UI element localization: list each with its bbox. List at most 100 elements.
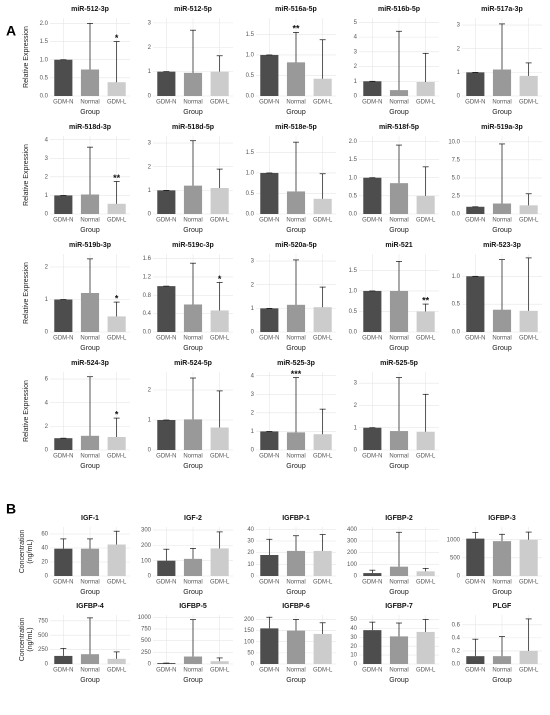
y-tick-label: 0 [45,330,49,336]
x-tick-label: Normal [183,218,202,224]
y-tick-label: 2 [457,46,461,52]
y-tick-label: 20 [350,644,357,650]
y-tick-label: 0.0 [349,330,358,336]
y-tick-label: 0 [45,448,49,454]
x-tick-label: GDM-L [107,100,127,106]
bar [363,177,382,214]
y-tick-label: 1 [251,306,255,312]
x-axis-label: Group [80,463,100,470]
bar [260,54,279,96]
x-axis-label: Group [183,589,203,596]
bar [363,290,382,332]
y-tick-label: 20 [247,550,254,556]
bar [54,548,73,576]
bar [363,573,382,576]
x-tick-label: GDM-N [259,454,279,460]
x-tick-label: Normal [183,336,202,342]
chart-title: IGF-1 [81,515,99,522]
x-tick-label: GDM-L [107,580,127,586]
y-tick-label: 2 [148,45,152,51]
y-tick-label: 3 [148,20,152,26]
chart-title: miR-524-3p [71,360,109,367]
y-tick-label: 1 [354,425,358,431]
bar [313,434,332,450]
bar [210,661,229,664]
x-tick-label: Normal [286,454,305,460]
y-tick-label: 2 [354,403,358,409]
bar [157,190,176,214]
y-tick-label: 0.0 [246,94,255,100]
chart-title: miR-518f-5p [379,124,419,131]
y-tick-label: 150 [244,628,255,634]
x-tick-label: GDM-L [210,580,230,586]
x-tick-label: GDM-L [313,454,333,460]
x-tick-label: GDM-N [465,100,485,106]
chart-title: miR-520a-5p [275,242,317,249]
x-tick-label: GDM-L [416,218,436,224]
y-tick-label: 2.0 [40,21,49,27]
y-tick-label: 0.0 [452,212,461,218]
bar [492,203,512,214]
x-tick-label: GDM-L [107,668,127,674]
x-tick-label: GDM-L [313,336,333,342]
y-tick-label: 0 [251,662,255,668]
y-tick-label: 1.2 [143,275,152,281]
panel-label: A [6,23,16,39]
x-tick-label: GDM-N [465,218,485,224]
bar [313,307,332,332]
y-axis-label: Relative Expression [23,380,30,442]
y-tick-label: 0.5 [40,75,49,81]
bar [519,205,538,214]
bar [389,183,409,214]
y-tick-label: 0.0 [40,94,49,100]
y-tick-label: 1 [457,70,461,76]
y-tick-label: 0.2 [452,649,461,655]
bar [492,309,512,332]
x-tick-label: Normal [286,580,305,586]
bar [389,431,409,450]
bar [107,82,126,96]
y-tick-label: 0.0 [143,330,152,336]
significance-mark: ** [113,173,121,183]
y-tick-label: 250 [141,650,152,656]
chart-title: miR-524-5p [174,360,212,367]
x-tick-label: Normal [183,668,202,674]
y-tick-label: 2 [45,265,49,271]
y-tick-label: 0 [148,448,152,454]
x-tick-label: Normal [80,668,99,674]
y-axis-label: (ng/mL) [27,627,34,651]
y-tick-label: 1 [148,188,152,194]
x-axis-label: Group [183,677,203,684]
y-tick-label: 3 [354,381,358,387]
y-tick-label: 0 [45,662,49,668]
y-tick-label: 3 [251,392,255,398]
x-tick-label: GDM-N [259,218,279,224]
bar [466,276,485,332]
x-tick-label: Normal [80,454,99,460]
x-axis-label: Group [389,345,409,352]
bar [466,206,485,214]
x-axis-label: Group [183,227,203,234]
x-tick-label: GDM-L [416,100,436,106]
bar [313,633,332,664]
y-tick-label: 1 [148,418,152,424]
x-tick-label: GDM-L [210,336,230,342]
x-tick-label: Normal [80,580,99,586]
x-tick-label: GDM-L [519,336,539,342]
bar [80,293,100,332]
y-tick-label: 200 [141,543,152,549]
x-tick-label: GDM-N [259,668,279,674]
x-tick-label: GDM-L [519,100,539,106]
x-tick-label: GDM-L [313,668,333,674]
x-tick-label: GDM-N [362,336,382,342]
x-tick-label: GDM-N [156,100,176,106]
x-tick-label: GDM-N [156,580,176,586]
x-tick-label: GDM-N [53,100,73,106]
bar [389,290,409,332]
panel-label: B [6,501,16,517]
x-tick-label: GDM-N [259,580,279,586]
y-tick-label: 100 [347,562,358,568]
y-tick-label: 1000 [138,615,152,621]
y-tick-label: 0 [457,574,461,580]
